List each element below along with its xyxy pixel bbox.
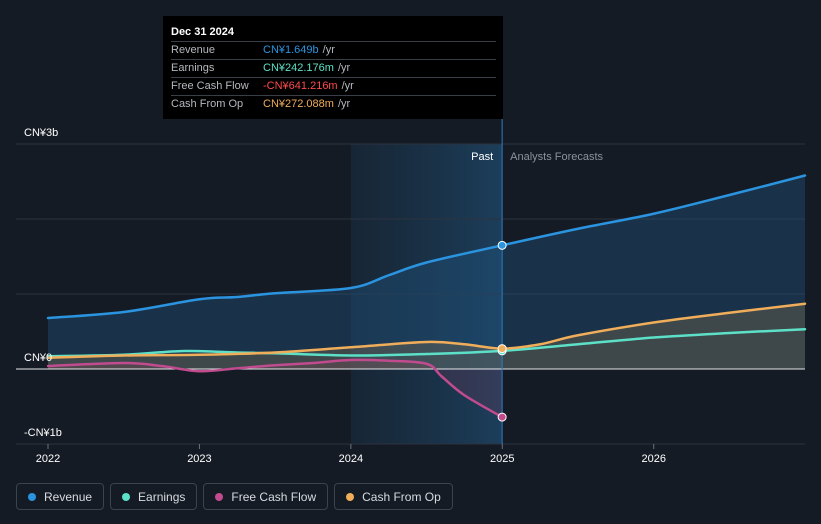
tooltip-value: -CN¥641.216m	[263, 80, 338, 92]
legend-item-revenue[interactable]: Revenue	[16, 483, 105, 510]
y-tick-label: -CN¥1b	[24, 427, 62, 439]
legend-label: Revenue	[44, 489, 93, 504]
cash-from-op-line	[46, 302, 807, 359]
earnings-line	[46, 328, 807, 358]
tooltip-unit: /yr	[337, 98, 351, 110]
x-tick-label: 2025	[490, 453, 514, 465]
tooltip-unit: /yr	[322, 44, 335, 56]
y-tick-label: CN¥3b	[24, 127, 58, 139]
revenue-line	[46, 174, 807, 320]
earnings-dot-icon	[122, 492, 131, 501]
legend-label: Cash From Op	[362, 489, 441, 504]
legend-label: Earnings	[138, 489, 186, 504]
free-cash-flow-marker	[497, 412, 507, 422]
legend-item-free-cash-flow[interactable]: Free Cash Flow	[203, 483, 329, 510]
series-fills	[48, 175, 805, 418]
gridlines	[16, 143, 805, 445]
revenue-dot-icon	[28, 492, 36, 501]
tooltip-date: Dec 31 2024	[171, 26, 234, 38]
y-axis-labels: CN¥3b CN¥0 -CN¥1b	[24, 127, 62, 439]
tooltip-unit: /yr	[337, 62, 351, 74]
legend-label: Free Cash Flow	[231, 489, 317, 504]
free-cash-flow-line	[46, 358, 504, 419]
x-tick-label: 2024	[339, 453, 363, 465]
tooltip-row-free-cash-flow: Free Cash Flow -CN¥641.216m /yr	[171, 77, 496, 95]
forecast-label: Analysts Forecasts	[510, 151, 603, 163]
tooltip-unit: /yr	[341, 80, 354, 92]
tooltip-row-revenue: Revenue CN¥1.649b /yr	[171, 41, 496, 59]
tooltip-value: CN¥1.649b	[263, 44, 319, 56]
series-lines	[46, 174, 807, 419]
tooltip-label: Free Cash Flow	[171, 80, 249, 92]
cash-from-op-area	[48, 303, 805, 369]
x-tick-label: 2026	[641, 453, 665, 465]
tooltip-label: Revenue	[171, 44, 216, 56]
cash-from-op-dot-icon	[346, 492, 355, 501]
x-tick-label: 2023	[187, 453, 211, 465]
free-cash-flow-dot-icon	[215, 492, 224, 501]
legend-item-cash-from-op[interactable]: Cash From Op	[334, 483, 453, 510]
tooltip-row-earnings: Earnings CN¥242.176m /yr	[171, 59, 496, 77]
series-markers	[497, 240, 507, 422]
revenue-area	[48, 175, 805, 369]
tooltip: Dec 31 2024 Revenue CN¥1.649b /yr Earnin…	[163, 16, 503, 119]
cash-from-op-marker	[497, 344, 507, 354]
y-tick-label: CN¥0	[24, 352, 52, 364]
x-tick-label: 2022	[36, 453, 60, 465]
tooltip-value: CN¥272.088m	[263, 98, 334, 110]
past-label: Past	[471, 151, 493, 163]
free-cash-flow-area	[48, 359, 503, 418]
tooltip-row-cash-from-op: Cash From Op CN¥272.088m /yr	[171, 95, 496, 113]
revenue-marker	[497, 240, 507, 250]
tooltip-value: CN¥242.176m	[263, 62, 334, 74]
x-axis-labels: 2022 2023 2024 2025 2026	[36, 444, 666, 465]
tooltip-label: Cash From Op	[171, 98, 244, 110]
legend: Revenue Earnings Free Cash Flow Cash Fro…	[16, 483, 453, 510]
legend-item-earnings[interactable]: Earnings	[110, 483, 198, 510]
tooltip-label: Earnings	[171, 62, 215, 74]
